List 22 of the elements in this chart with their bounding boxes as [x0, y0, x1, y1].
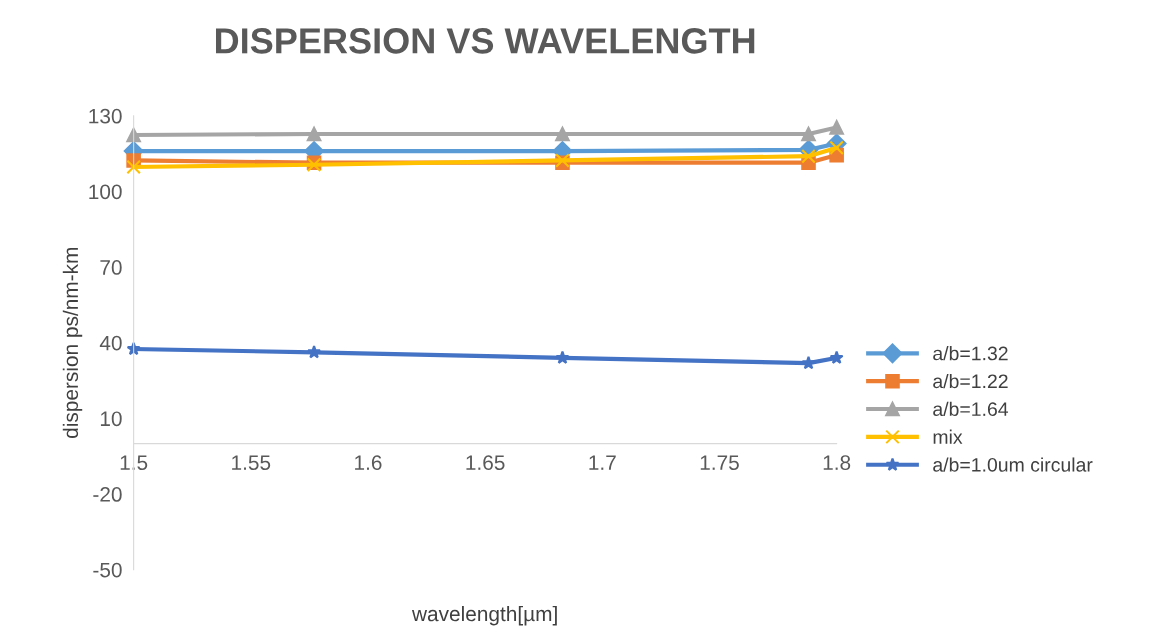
y-tick-label: 100	[89, 184, 122, 200]
y-tick-label: -20	[93, 487, 122, 502]
y-tick-label: 70	[100, 260, 122, 275]
y-axis-title: dispersion ps/nm-km	[62, 248, 83, 438]
legend-label: a/b=1.22	[933, 373, 1008, 389]
y-tick-label: -50	[93, 562, 122, 578]
y-tick-label: 10	[100, 411, 122, 427]
x-tick-label: 1.5	[120, 455, 148, 470]
legend-label: mix	[933, 429, 963, 444]
chart-title: DISPERSION VS WAVELENGTH	[215, 28, 755, 54]
x-tick-label: 1.55	[232, 455, 271, 470]
x-tick-label: 1.6	[355, 455, 382, 470]
legend-label: a/b=1.64	[933, 401, 1009, 417]
legend-label: a/b=1.0um circular	[933, 457, 1093, 472]
x-tick-label: 1.8	[823, 455, 851, 470]
x-tick-label: 1.75	[700, 455, 739, 470]
x-tick-label: 1.65	[466, 455, 505, 470]
y-tick-label: 130	[89, 108, 122, 124]
x-axis-title: wavelength[µm]	[411, 605, 557, 626]
y-tick-label: 40	[99, 335, 122, 351]
x-tick-label: 1.7	[589, 455, 616, 470]
legend-label: a/b=1.32	[933, 346, 1008, 361]
